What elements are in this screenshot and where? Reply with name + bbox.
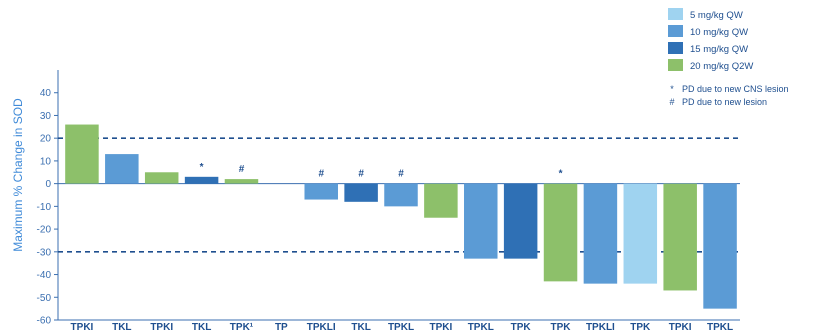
x-tick-label: TPKI	[429, 322, 452, 333]
bar	[663, 183, 697, 291]
bar	[503, 183, 538, 259]
y-tick-label: 30	[40, 111, 52, 122]
legend-notes: * PD due to new CNS lesion # PD due to new …	[669, 84, 788, 107]
bar	[224, 179, 259, 184]
note-symbol: #	[669, 97, 674, 107]
note-symbol: *	[670, 84, 674, 94]
bar	[703, 183, 737, 309]
bar-marker: #	[398, 169, 404, 180]
bar-marker: #	[358, 169, 364, 180]
x-tick-label: TPKLI	[586, 322, 615, 333]
x-tick-label: TPK	[551, 322, 572, 333]
bar	[144, 172, 179, 184]
legend-swatch	[668, 8, 683, 20]
x-tick-label: TPKL	[388, 322, 414, 333]
x-tick-label: TPK	[630, 322, 651, 333]
x-tick-label: TPKI	[669, 322, 692, 333]
bar	[65, 124, 99, 184]
y-tick-label: 10	[40, 156, 52, 167]
y-tick-label: 0	[45, 179, 51, 190]
bar	[583, 183, 618, 284]
bar	[543, 183, 578, 282]
y-tick-label: -50	[37, 293, 52, 304]
y-axis-label: Maximum % Change in SOD	[11, 98, 25, 252]
x-tick-label: TPKI	[71, 322, 94, 333]
bar-marker: #	[239, 164, 245, 175]
legend-swatch	[668, 25, 683, 37]
legend-label: 10 mg/kg QW	[690, 27, 748, 38]
x-tick-label: TKL	[112, 322, 131, 333]
bar-marker: #	[318, 169, 324, 180]
bar	[304, 183, 338, 200]
bar	[105, 154, 139, 184]
note-text: PD due to new lesion	[682, 97, 767, 107]
bar-marker: *	[559, 169, 563, 180]
x-tick-label: TKL	[351, 322, 370, 333]
legend-label: 15 mg/kg QW	[690, 44, 748, 55]
bar	[424, 183, 458, 218]
x-tick-label: TPKLI	[307, 322, 336, 333]
y-tick-label: 20	[40, 134, 52, 145]
y-tick-label: -40	[37, 270, 52, 281]
y-tick-label: -60	[37, 316, 52, 327]
x-tick-label: TKL	[192, 322, 211, 333]
y-tick-label: -30	[37, 247, 52, 258]
x-tick-label: TP	[275, 322, 288, 333]
bar-marker: *	[200, 162, 204, 173]
bar	[384, 183, 418, 207]
x-tick-label: TPKI	[150, 322, 173, 333]
y-tick-label: -10	[37, 202, 52, 213]
bar	[464, 183, 498, 259]
x-tick-label: TPKL	[468, 322, 494, 333]
bar	[623, 183, 658, 284]
y-tick-label: -20	[37, 225, 52, 236]
legend-swatch	[668, 42, 683, 54]
legend: 5 mg/kg QW 10 mg/kg QW 15 mg/kg QW 20 mg/kg…	[668, 8, 753, 72]
x-tick-label: TPK¹	[230, 322, 254, 333]
legend-swatch	[668, 59, 683, 71]
legend-label: 5 mg/kg QW	[690, 10, 743, 21]
bar	[184, 176, 219, 184]
x-tick-label: TPK	[511, 322, 532, 333]
note-text: PD due to new CNS lesion	[682, 84, 789, 94]
bar	[344, 183, 378, 202]
y-tick-label: 40	[40, 88, 52, 99]
plot-area: 40 30 20 10 0 -10 -20 -30 -40 -50 -60 TPKI TKL TPKI TK…	[37, 70, 740, 333]
x-tick-label: TPKL	[707, 322, 733, 333]
legend-label: 20 mg/kg Q2W	[690, 61, 753, 72]
